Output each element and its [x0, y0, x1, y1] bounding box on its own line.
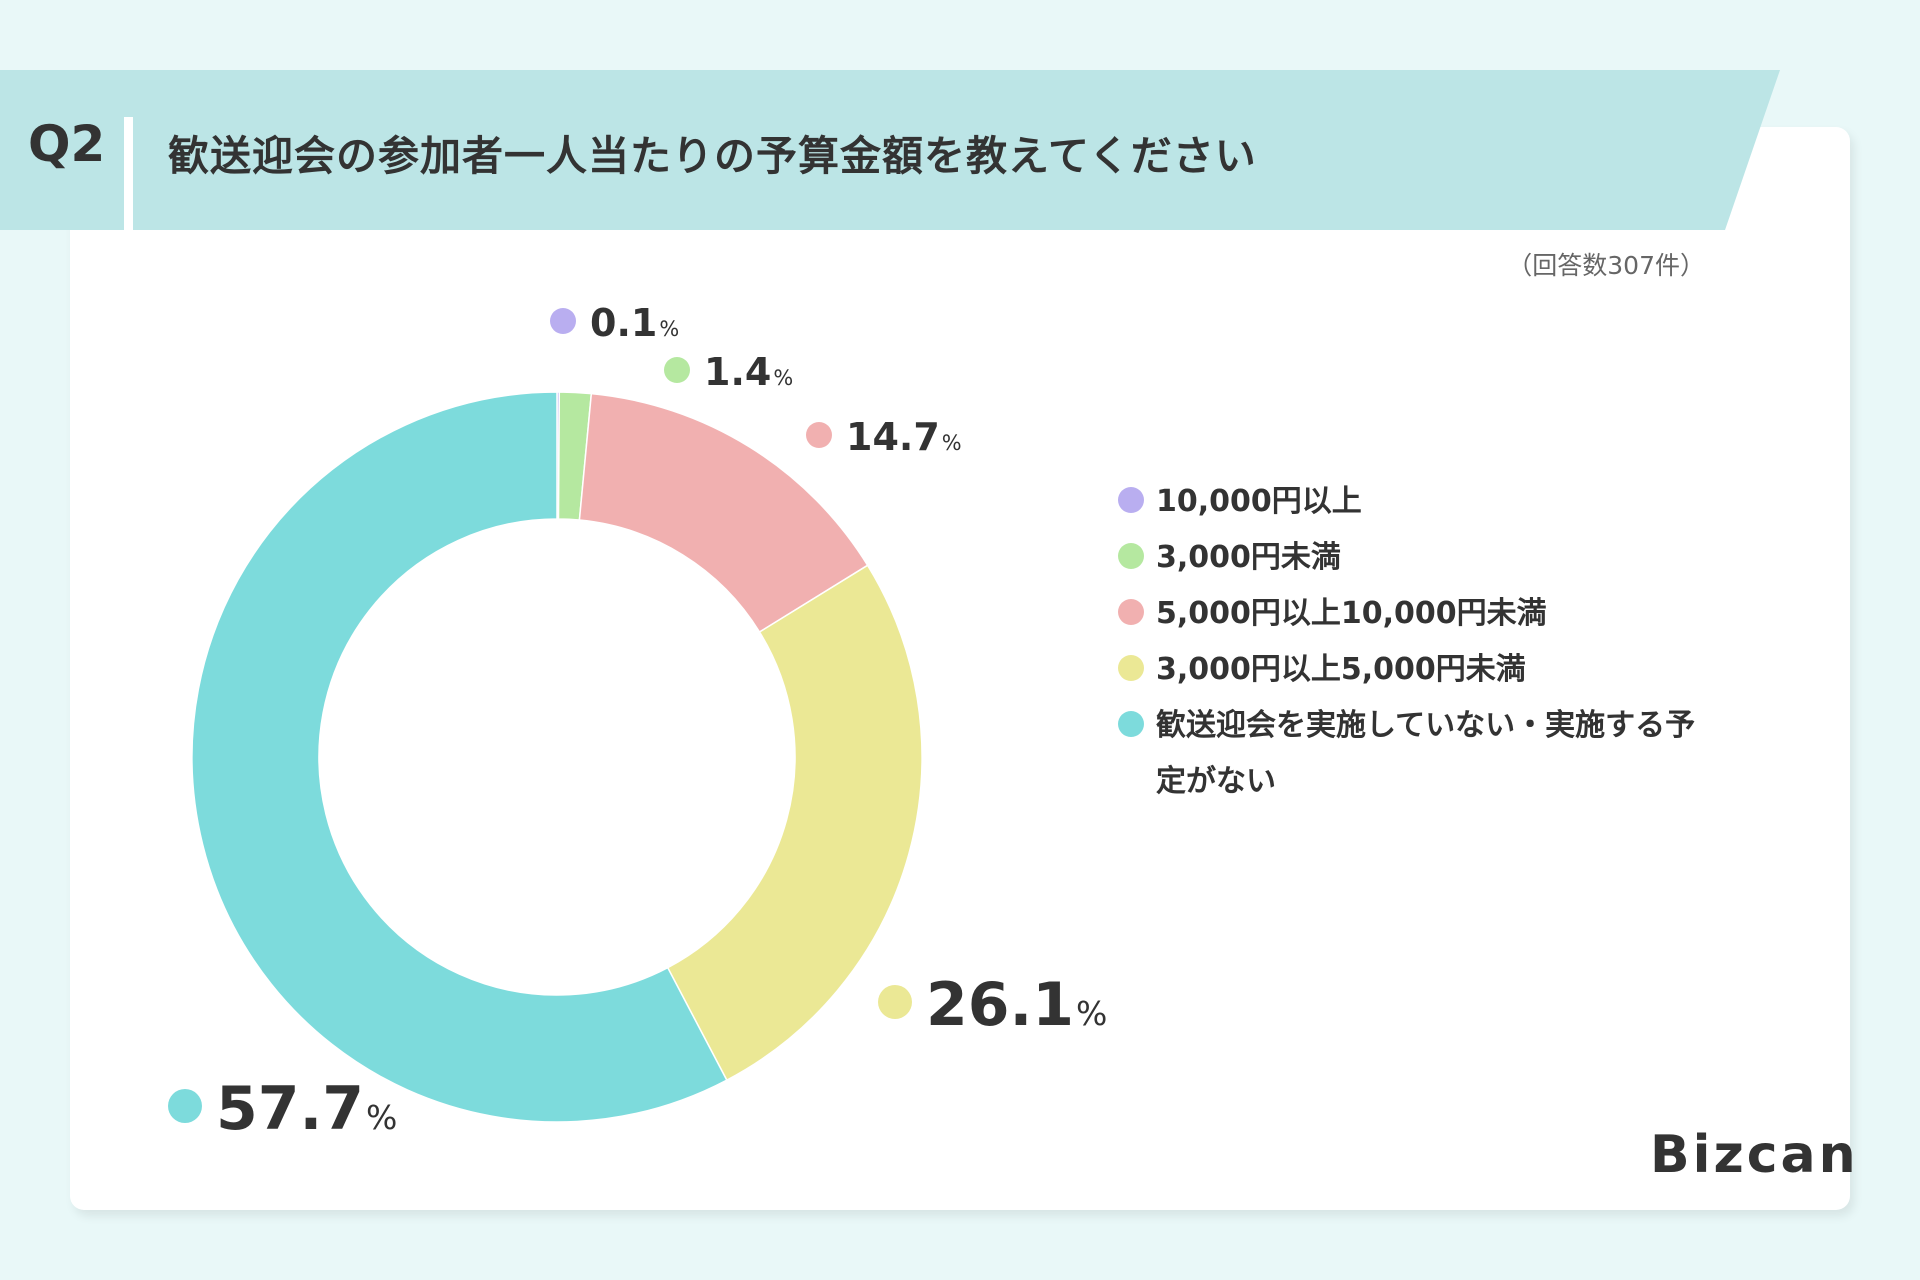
data-label: 26.1% [926, 975, 1107, 1035]
data-label: 1.4% [704, 353, 793, 391]
legend-label: 5,000円以上10,000円未満 [1156, 596, 1547, 631]
data-label-dot [806, 422, 832, 448]
data-label-dot [168, 1089, 202, 1123]
legend-swatch [1118, 542, 1144, 569]
legend-swatch [1118, 710, 1144, 737]
legend-label: 3,000円未満 [1156, 540, 1341, 575]
data-label-value: 57.7 [216, 1074, 365, 1144]
legend-swatch [1118, 598, 1144, 625]
legend-item: 3,000円未満 [1118, 530, 1758, 586]
data-label-unit: % [366, 1098, 398, 1137]
legend-label: 歓送迎会を実施していない・実施する予定がない [1156, 708, 1696, 799]
bizcan-logo: Bizcan [1650, 1125, 1859, 1185]
data-label-unit: % [659, 316, 680, 341]
data-label-value: 26.1 [926, 970, 1075, 1040]
legend-item: 歓送迎会を実施していない・実施する予定がない [1118, 698, 1758, 810]
question-number: Q2 [28, 115, 106, 173]
legend-swatch [1118, 486, 1144, 513]
data-label: 0.1% [590, 304, 679, 342]
legend-label: 10,000円以上 [1156, 484, 1362, 519]
data-label-value: 0.1 [590, 300, 658, 345]
data-label-dot [550, 308, 576, 334]
data-label-dot [878, 985, 912, 1019]
donut-slice [666, 564, 923, 1082]
data-label-unit: % [1076, 994, 1108, 1033]
legend-item: 5,000円以上10,000円未満 [1118, 586, 1758, 642]
data-label-value: 14.7 [846, 414, 940, 459]
legend-item: 10,000円以上 [1118, 474, 1758, 530]
data-label-unit: % [773, 365, 794, 390]
data-label-unit: % [941, 430, 962, 455]
data-label-value: 1.4 [704, 349, 772, 394]
data-label: 14.7% [846, 418, 962, 456]
data-label-dot [664, 357, 690, 383]
legend-item: 3,000円以上5,000円未満 [1118, 642, 1758, 698]
page-title: 歓送迎会の参加者一人当たりの予算金額を教えてください [168, 132, 1257, 180]
response-count: （回答数307件） [1507, 251, 1705, 280]
data-label: 57.7% [216, 1079, 397, 1139]
legend-label: 3,000円以上5,000円未満 [1156, 652, 1526, 687]
legend-swatch [1118, 654, 1144, 681]
header-divider [124, 117, 133, 230]
donut-slice [191, 391, 728, 1123]
header-band [0, 70, 1780, 230]
